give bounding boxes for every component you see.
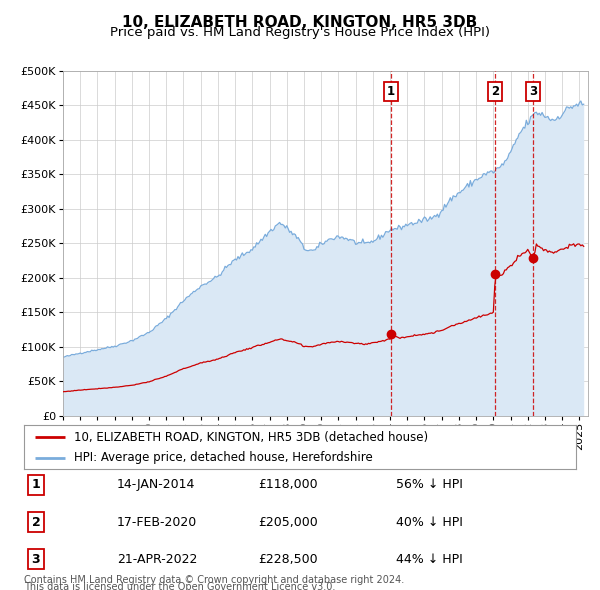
Text: 2: 2 bbox=[32, 516, 40, 529]
Text: 17-FEB-2020: 17-FEB-2020 bbox=[117, 516, 197, 529]
Text: 10, ELIZABETH ROAD, KINGTON, HR5 3DB (detached house): 10, ELIZABETH ROAD, KINGTON, HR5 3DB (de… bbox=[74, 431, 428, 444]
Text: Contains HM Land Registry data © Crown copyright and database right 2024.: Contains HM Land Registry data © Crown c… bbox=[24, 575, 404, 585]
Text: 10, ELIZABETH ROAD, KINGTON, HR5 3DB: 10, ELIZABETH ROAD, KINGTON, HR5 3DB bbox=[122, 15, 478, 30]
Text: HPI: Average price, detached house, Herefordshire: HPI: Average price, detached house, Here… bbox=[74, 451, 373, 464]
Text: 40% ↓ HPI: 40% ↓ HPI bbox=[396, 516, 463, 529]
Text: 1: 1 bbox=[386, 85, 395, 98]
Text: £228,500: £228,500 bbox=[258, 553, 317, 566]
Text: 21-APR-2022: 21-APR-2022 bbox=[117, 553, 197, 566]
Text: 44% ↓ HPI: 44% ↓ HPI bbox=[396, 553, 463, 566]
Text: 1: 1 bbox=[32, 478, 40, 491]
Text: This data is licensed under the Open Government Licence v3.0.: This data is licensed under the Open Gov… bbox=[24, 582, 335, 590]
Text: 14-JAN-2014: 14-JAN-2014 bbox=[117, 478, 196, 491]
Text: 56% ↓ HPI: 56% ↓ HPI bbox=[396, 478, 463, 491]
Text: £205,000: £205,000 bbox=[258, 516, 318, 529]
Text: 2: 2 bbox=[491, 85, 499, 98]
Text: Price paid vs. HM Land Registry's House Price Index (HPI): Price paid vs. HM Land Registry's House … bbox=[110, 26, 490, 39]
Text: £118,000: £118,000 bbox=[258, 478, 317, 491]
Text: 3: 3 bbox=[529, 85, 537, 98]
Text: 3: 3 bbox=[32, 553, 40, 566]
